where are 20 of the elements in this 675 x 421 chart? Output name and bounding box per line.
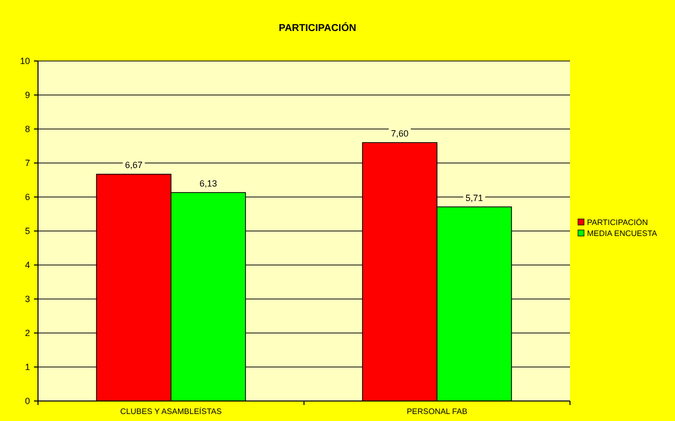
y-tick-label: 4 [24, 260, 30, 270]
legend-label: MEDIA ENCUESTA [587, 229, 658, 238]
x-tick-label: PERSONAL FAB [406, 407, 468, 416]
data-label: 6,13 [199, 178, 218, 189]
y-tick-label: 10 [20, 56, 30, 66]
y-tick-label: 2 [24, 328, 30, 338]
y-tick-label: 5 [24, 226, 30, 236]
y-tick-label: 7 [24, 158, 30, 168]
legend-label: PARTICIPACIÓN [587, 218, 648, 227]
data-label: 6,67 [124, 160, 143, 170]
y-tick-label: 3 [24, 294, 30, 304]
y-tick-label: 9 [24, 90, 30, 100]
y-tick-label: 6 [24, 192, 30, 202]
y-tick-label: 8 [24, 124, 30, 134]
y-tick-label: 1 [24, 362, 30, 372]
data-label: 5,71 [465, 192, 484, 203]
y-tick-label: 0 [24, 396, 30, 406]
x-tick-label: CLUBES Y ASAMBLEÍSTAS [120, 407, 222, 416]
chart-title: PARTICIPACIÓN [278, 22, 356, 34]
data-label: 7,60 [390, 128, 409, 139]
